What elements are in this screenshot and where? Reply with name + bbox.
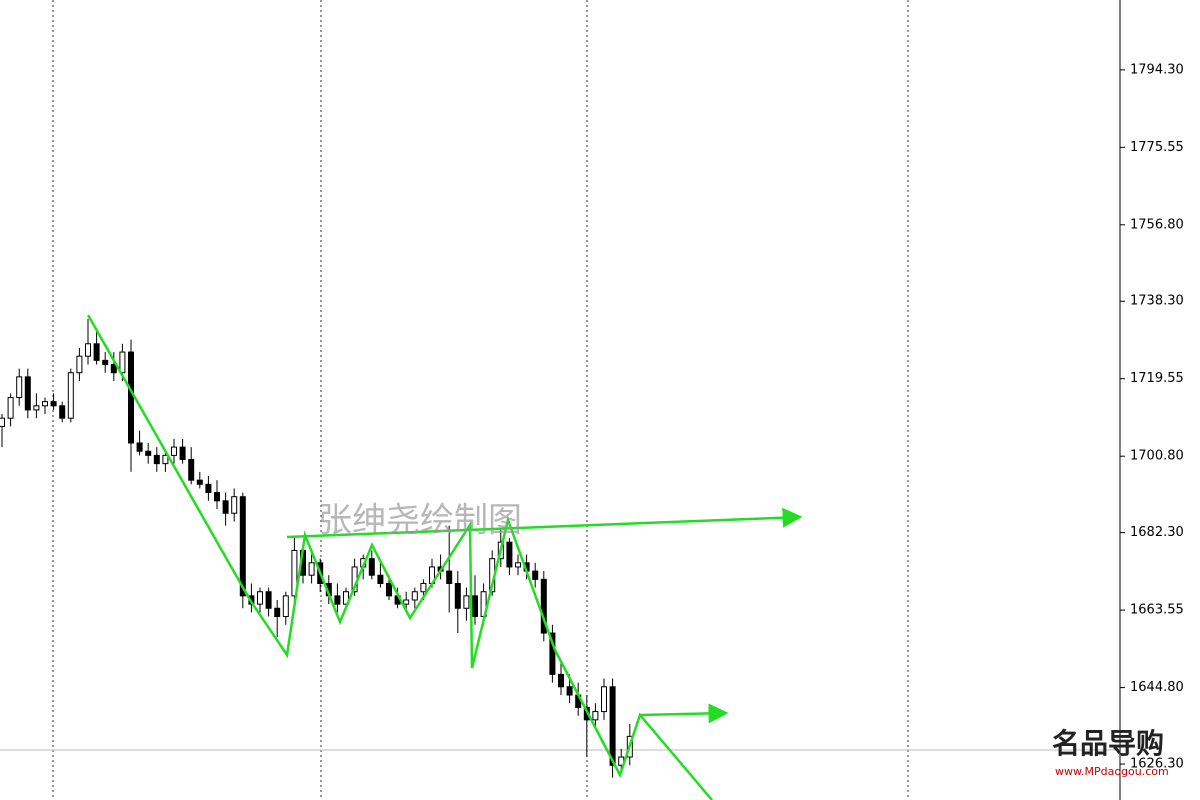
candle-body [222, 500, 229, 514]
candle-body [566, 686, 573, 696]
candle-body [231, 496, 238, 514]
candle-body [145, 450, 152, 456]
candle-body [420, 582, 427, 593]
candle-body [532, 570, 539, 580]
candle-body [171, 446, 177, 456]
candle-body [308, 562, 315, 576]
candle-body [0, 417, 5, 427]
candle-body [506, 541, 513, 568]
candle-body [239, 496, 246, 597]
candle-body [446, 570, 453, 584]
logo-url: www.MPdaogou.com [1055, 765, 1169, 778]
candles [0, 319, 633, 778]
candle-body [377, 574, 384, 584]
candle-body [7, 397, 14, 419]
candle-body [188, 459, 195, 481]
candle-body [136, 442, 143, 452]
candle-body [592, 711, 599, 721]
y-tick-label: 1663.55 [1130, 603, 1184, 618]
candle-body [265, 591, 272, 609]
candle-body [16, 376, 23, 399]
candle-body [609, 686, 616, 766]
y-tick-label: 1738.30 [1130, 294, 1184, 309]
candle-body [102, 359, 109, 365]
candle-body [257, 591, 263, 605]
y-tick-label: 1700.80 [1130, 449, 1184, 464]
candle-body [540, 578, 547, 634]
vertical-grid [52, 0, 909, 800]
logo: 名品导购 [1052, 727, 1164, 760]
y-tick-label: 1775.55 [1130, 140, 1184, 155]
candle-body [274, 607, 281, 618]
candle-body [214, 492, 220, 502]
y-tick-label: 1756.80 [1130, 217, 1184, 232]
candle-body [119, 351, 126, 374]
candle-body [59, 405, 66, 419]
y-tick-label: 1682.30 [1130, 525, 1184, 540]
candle-body [549, 632, 556, 675]
candle-body [196, 479, 203, 485]
watermark: 张绅尧绘制图 [318, 501, 522, 541]
y-tick-label: 1794.30 [1130, 62, 1184, 77]
candle-body [33, 405, 40, 411]
candle-body [24, 376, 31, 411]
candle-body [291, 549, 298, 597]
candle-body [50, 401, 57, 407]
candle-body [454, 582, 461, 609]
candle-body [343, 591, 349, 605]
candle-body [282, 595, 289, 618]
candle-body [110, 363, 117, 374]
candle-body [386, 582, 392, 597]
candle-body [334, 595, 341, 605]
candle-body [515, 562, 521, 568]
candle-body [76, 355, 83, 374]
candle-body [558, 673, 564, 688]
trend-lines [86, 314, 803, 800]
candle-body [93, 343, 100, 361]
candle-body [463, 595, 470, 609]
candle-body [153, 454, 160, 465]
y-tick-label: 1644.80 [1130, 680, 1184, 695]
candle-body [368, 558, 375, 576]
candle-body [67, 372, 74, 419]
candle-body [85, 343, 91, 357]
candle-body [162, 454, 169, 465]
candle-body [403, 599, 410, 605]
candle-body [205, 483, 212, 494]
y-tick-label: 1626.30 [1130, 757, 1184, 772]
candle-body [179, 446, 186, 461]
candle-body [411, 591, 418, 601]
y-tick-label: 1719.55 [1130, 371, 1184, 386]
candle-body [601, 686, 607, 713]
candle-body [42, 401, 48, 407]
candle-body [128, 351, 134, 444]
candle-body [472, 595, 478, 618]
